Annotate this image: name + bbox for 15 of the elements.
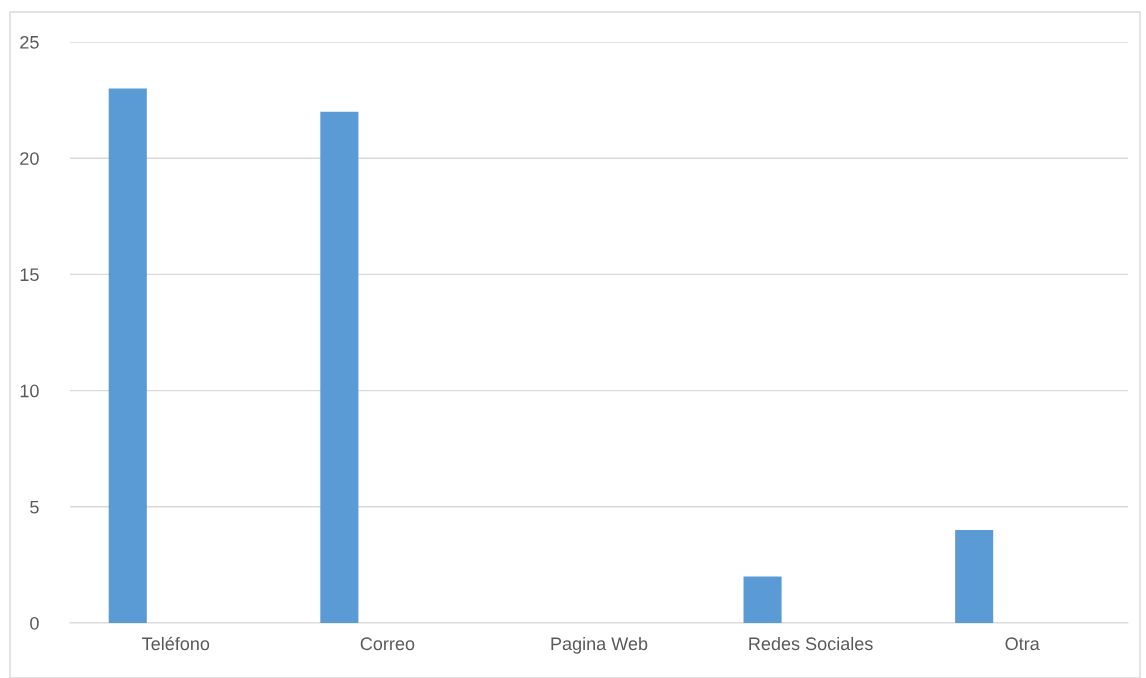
bar bbox=[743, 576, 782, 623]
y-tick-label: 10 bbox=[20, 384, 39, 398]
bar bbox=[320, 111, 359, 623]
y-tick-label: 5 bbox=[30, 500, 39, 514]
x-tick-label: Redes Sociales bbox=[749, 636, 873, 651]
y-tick-label: 25 bbox=[20, 35, 39, 49]
y-tick-label: 15 bbox=[20, 268, 39, 282]
y-tick-label: 20 bbox=[20, 152, 39, 165]
bar bbox=[108, 88, 147, 623]
bar bbox=[955, 530, 994, 623]
x-tick-label: Correo bbox=[360, 637, 415, 651]
x-tick-label: Pagina Web bbox=[551, 636, 648, 654]
x-tick-label: Otra bbox=[1005, 637, 1040, 651]
y-tick-label: 0 bbox=[30, 616, 39, 630]
x-tick-label: Teléfono bbox=[142, 636, 210, 651]
